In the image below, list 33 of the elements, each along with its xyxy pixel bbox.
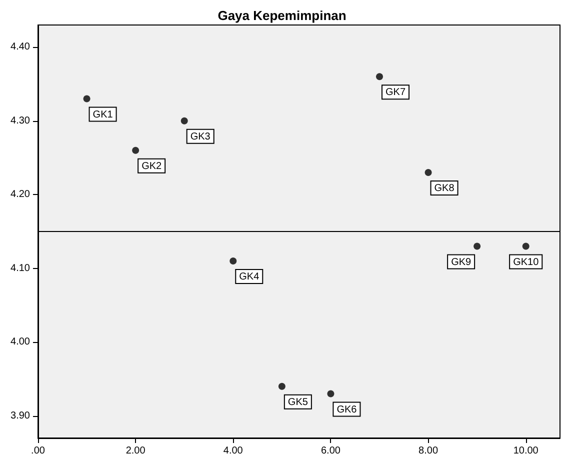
point (132, 146, 140, 154)
point (278, 382, 286, 390)
point (522, 242, 530, 250)
x-tick-label: .00 (31, 446, 46, 456)
y-tick-label: 4.10 (10, 262, 30, 274)
annotation: GK1 (92, 109, 114, 120)
annotation: GK7 (385, 87, 406, 98)
annotation: GK8 (434, 183, 455, 194)
annotation: GK9 (451, 256, 472, 268)
annotation: GK3 (190, 131, 211, 142)
y-tick-label: 3.90 (10, 410, 30, 422)
point (230, 258, 237, 264)
point (376, 73, 383, 80)
point (327, 390, 334, 398)
chart-title: Gaya Kepemimpinan (218, 8, 346, 23)
x-tick-label: 2.00 (126, 446, 146, 456)
annotation: GK6 (336, 404, 358, 416)
x-tick-label: 4.00 (223, 446, 244, 456)
y-tick-label: 4.00 (10, 336, 30, 348)
point (424, 169, 432, 176)
y-tick-label: 4.30 (10, 115, 30, 126)
annotation: GK10 (513, 256, 540, 268)
x-tick-label: 6.00 (320, 446, 341, 456)
annotation: GK5 (288, 396, 308, 408)
x-tick-label: 10.00 (513, 446, 539, 456)
point (83, 95, 90, 102)
point (474, 242, 481, 250)
y-tick-label: 4.20 (10, 189, 30, 200)
point (180, 117, 188, 124)
annotation: GK2 (142, 160, 162, 172)
y-tick-label: 4.40 (10, 42, 30, 53)
annotation: GK4 (239, 272, 260, 282)
x-tick-label: 8.00 (418, 446, 438, 456)
